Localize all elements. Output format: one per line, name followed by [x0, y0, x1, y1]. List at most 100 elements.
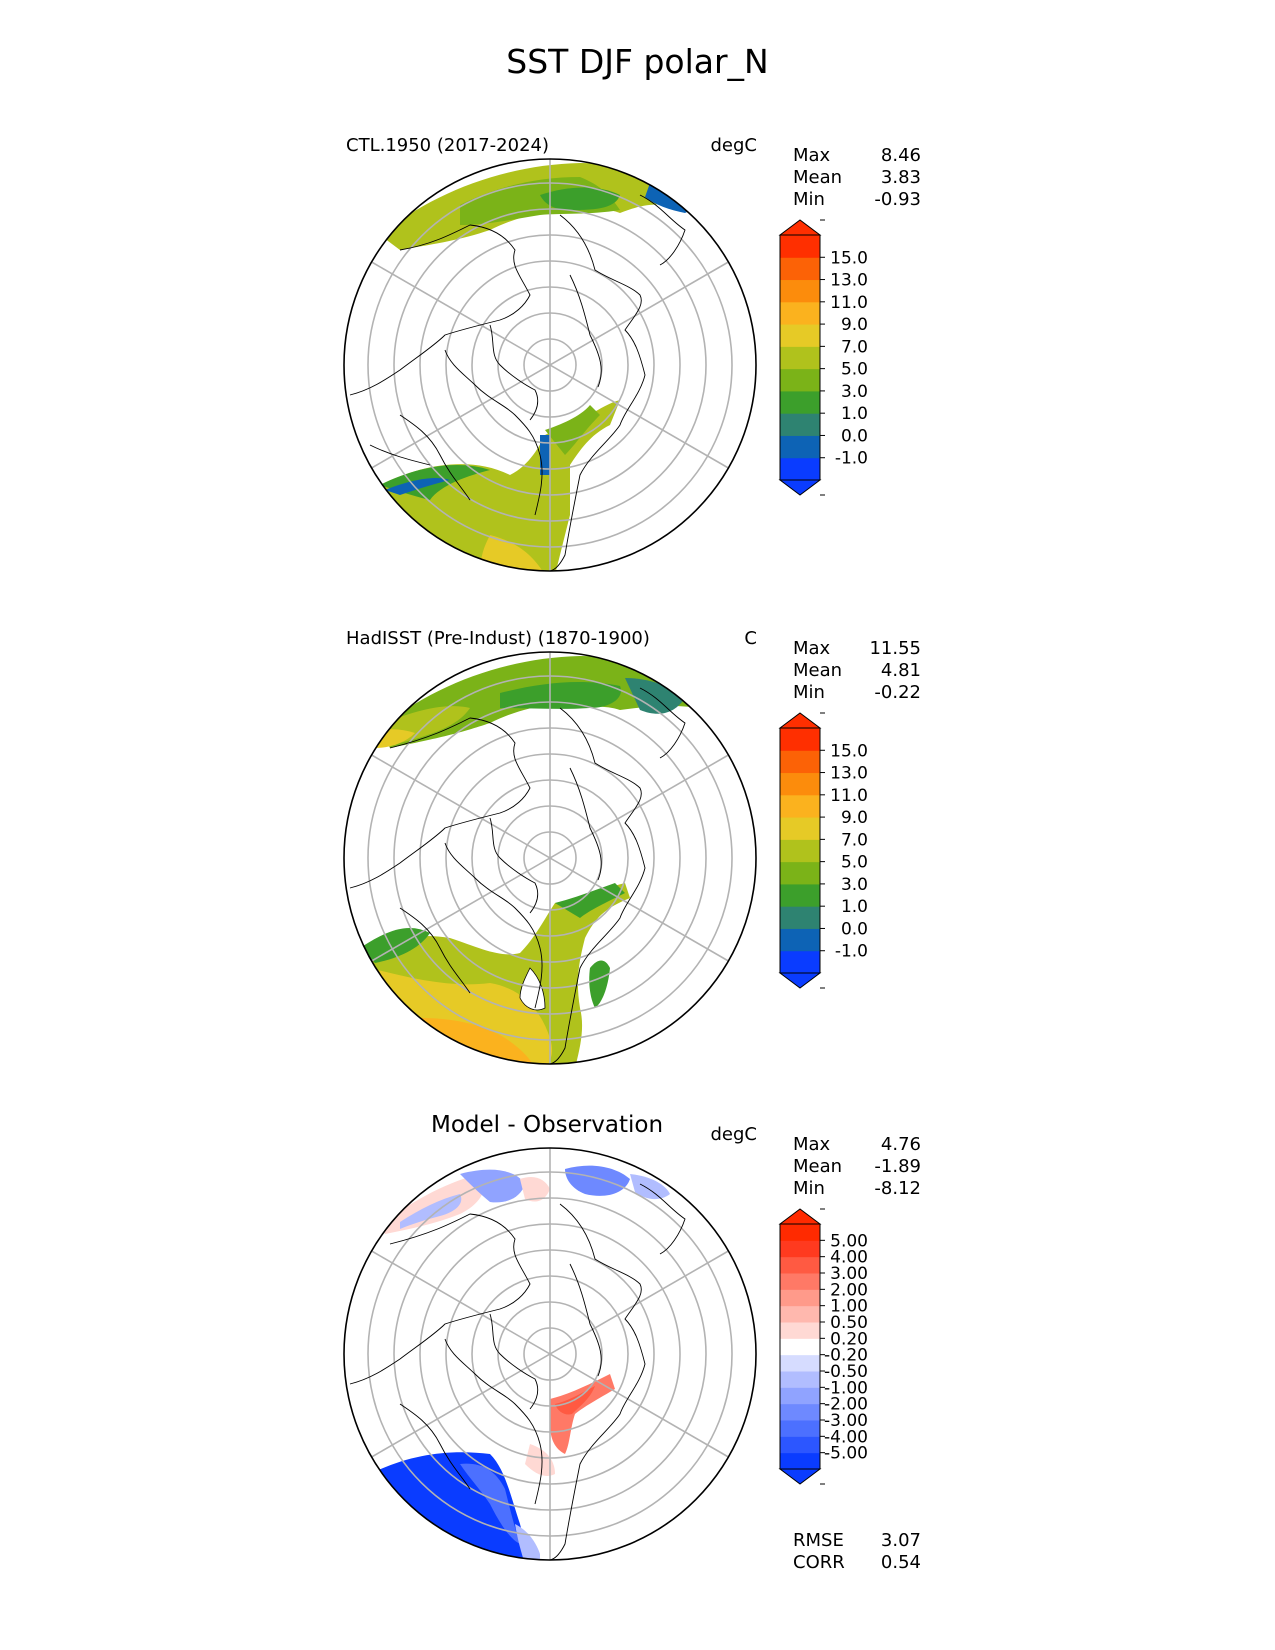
colorbar-tick-label: 0.50	[830, 1313, 868, 1333]
colorbar-band	[780, 817, 820, 840]
colorbar-tick-label: 5.0	[841, 853, 868, 873]
colorbar-band	[780, 1273, 820, 1290]
colorbar-tick-label: 1.0	[841, 404, 868, 424]
map-boundary	[343, 158, 757, 572]
colorbar-band	[780, 906, 820, 929]
colorbar-band	[780, 750, 820, 774]
colorbar-tick-label: 5.0	[841, 360, 868, 380]
colorbar-band	[780, 1452, 820, 1470]
longitude-lines	[371, 652, 729, 1064]
colorbar-band	[780, 950, 820, 974]
colorbar-tick-label: 4.00	[830, 1248, 868, 1268]
map-boundary	[343, 1147, 757, 1561]
colorbar-band	[780, 1224, 820, 1241]
colorbar-tick-label: 15.0	[830, 248, 868, 268]
stat-value: -1.89	[874, 1156, 921, 1177]
colorbar-tick-label: 9.0	[841, 808, 868, 828]
colorbar-tick-label: -1.0	[835, 449, 868, 469]
sst-fill-bering-cold	[625, 678, 685, 714]
colorbar-band	[780, 301, 820, 325]
colorbar-frame	[779, 727, 821, 974]
colorbar-tick-label: -1.00	[824, 1378, 868, 1398]
stat-label: Min	[793, 682, 825, 703]
units-label: degC	[710, 135, 758, 156]
panel-model: CTL.1950 (2017-2024) degC Max 8.46 Mean 3.…	[0, 135, 1275, 625]
colorbar-band	[780, 1289, 820, 1307]
colorbar-tick-label: 3.00	[830, 1264, 868, 1284]
colorbar-band	[780, 1322, 820, 1339]
colorbar-tick-label: 7.0	[841, 337, 868, 357]
figure-title: SST DJF polar_N	[506, 42, 769, 81]
diff-fill-pacific-warm	[380, 1174, 484, 1234]
colorbar-under-extension	[778, 1468, 822, 1485]
stat-label: Mean	[793, 1156, 843, 1177]
longitude-lines	[371, 159, 729, 571]
colorbar-band	[780, 772, 820, 796]
colorbar-under-extension	[778, 479, 822, 496]
colorbar-tick-label: -0.20	[824, 1346, 868, 1366]
colorbar-band	[780, 1420, 820, 1437]
colorbar-tick-label: 1.0	[841, 897, 868, 917]
panel-difference: Model - Observation degC Max 4.76 Mean -1.…	[0, 1112, 1275, 1614]
colorbar-band	[780, 1387, 820, 1405]
polar-map-model	[343, 158, 757, 572]
colorbar-band	[780, 324, 820, 347]
colorbar-tick-label: 0.0	[841, 426, 868, 446]
sst-fill-pacific-cold	[540, 187, 620, 210]
units-label: C	[744, 628, 757, 649]
colorbar-tick-label: 9.0	[841, 315, 868, 335]
colorbar-tick-label: -4.00	[824, 1427, 868, 1447]
stat-label: Mean	[793, 167, 843, 188]
diff-fill-atlantic-cold-edge	[460, 1463, 520, 1544]
stat-label: Mean	[793, 660, 843, 681]
colorbar-band	[780, 413, 820, 436]
colorbar-tick-label: 0.0	[841, 919, 868, 939]
stat-value: -0.93	[874, 189, 921, 210]
panel-label: HadISST (Pre-Indust) (1870-1900)	[346, 628, 650, 649]
colorbar-frame	[779, 1223, 821, 1470]
stat-value: 4.81	[880, 660, 921, 681]
colorbar-frame	[779, 234, 821, 481]
panel-label: CTL.1950 (2017-2024)	[346, 135, 550, 156]
stats-box: Max 8.46 Mean 3.83 Min -0.93	[793, 145, 921, 211]
colorbar-band	[780, 1338, 820, 1356]
sst-fill-labrador	[385, 478, 450, 495]
colorbar-over-extension	[778, 712, 822, 729]
stat-value: -8.12	[874, 1178, 921, 1199]
coastlines	[349, 1183, 686, 1560]
stat-label: RMSE	[793, 1530, 844, 1551]
panel-observation: HadISST (Pre-Indust) (1870-1900) C Max 11…	[0, 628, 1275, 1118]
units-label: degC	[710, 1124, 758, 1145]
diff-fill-pacific-cool	[400, 1194, 462, 1229]
stat-label: Max	[793, 145, 831, 166]
colorbar-tick-label: 3.0	[841, 875, 868, 895]
colorbar-tick-label: 1.00	[830, 1297, 868, 1317]
colorbar-band	[780, 346, 820, 370]
colorbar-band	[780, 794, 820, 818]
polar-map-difference	[343, 1147, 757, 1561]
colorbar-band	[780, 1403, 820, 1421]
colorbar-band	[780, 457, 820, 481]
colorbar-band	[780, 257, 820, 281]
longitude-lines	[371, 1148, 729, 1560]
colorbar-band	[780, 1305, 820, 1323]
colorbar-band	[780, 1436, 820, 1454]
diff-fill-pacific-cooler	[460, 1169, 525, 1203]
stat-value: 4.76	[880, 1134, 921, 1155]
diff-fill-bering-cool	[565, 1165, 630, 1196]
diff-fill-nordic-warm	[550, 1374, 615, 1454]
colorbar-band	[780, 235, 820, 258]
colorbar-band	[780, 883, 820, 907]
colorbar-tick-label: 0.20	[830, 1329, 868, 1349]
colorbar-under-extension	[778, 972, 822, 989]
diff-fill-bering-edge	[630, 1174, 670, 1200]
stat-value: 0.54	[880, 1552, 921, 1573]
panel-label: Model - Observation	[431, 1112, 664, 1138]
colorbar-sst: -1.0 0.01.03.05.0 7.09.011.013.0 15.0	[778, 712, 868, 989]
polar-map-observation	[343, 651, 757, 1065]
colorbar-tick-label: 13.0	[830, 271, 868, 291]
stat-value: 8.46	[880, 145, 921, 166]
colorbar-over-extension	[778, 219, 822, 236]
stat-value: 3.83	[880, 167, 921, 188]
diff-fill-aleutian-warm	[520, 1177, 550, 1202]
